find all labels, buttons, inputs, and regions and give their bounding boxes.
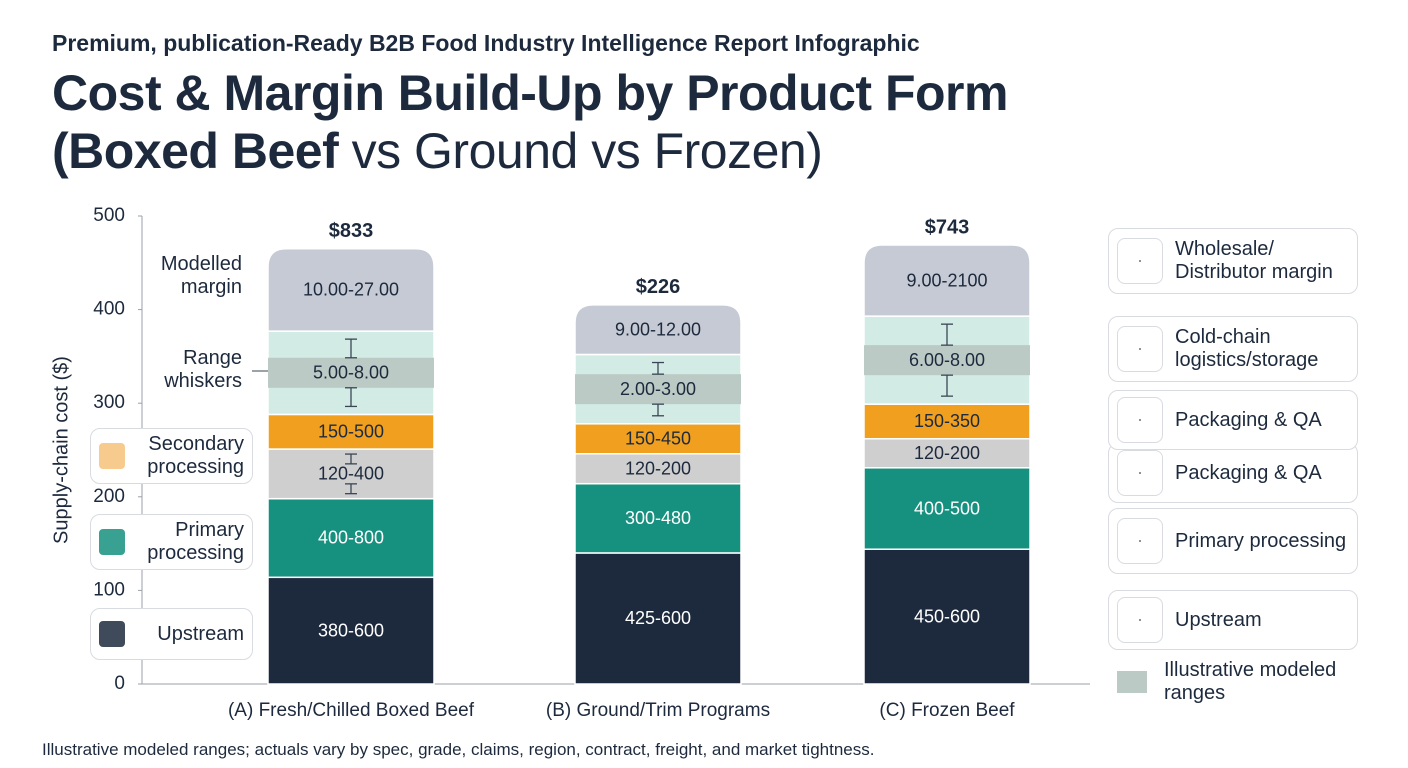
annotation-text: Secondary processing <box>147 433 244 478</box>
bar-segment <box>574 423 742 455</box>
segment-label: 2.00-3.00 <box>620 379 696 399</box>
legend-swatch <box>1139 419 1141 421</box>
annotation: Modelled margin <box>130 253 242 299</box>
legend-icon <box>1117 238 1163 284</box>
total-label: $226 <box>636 276 681 298</box>
segment-label: 10.00-27.00 <box>303 280 399 300</box>
legend-label: Wholesale/ Distributor margin <box>1175 238 1333 283</box>
annotation: Secondary processing <box>90 428 253 484</box>
y-tick-label: 300 <box>93 392 125 413</box>
bar-segment <box>863 403 1031 440</box>
annotation-text: Upstream <box>157 622 244 645</box>
legend-label: Cold-chain logistics/storage <box>1175 326 1319 371</box>
annotation: Range whiskers <box>130 347 242 393</box>
title: Cost & Margin Build-Up by Product Form <box>52 65 1008 121</box>
annotation-text: Modelled margin <box>160 253 242 298</box>
kicker: Premium, publication-Ready B2B Food Indu… <box>52 30 920 56</box>
bar-segment <box>267 497 435 579</box>
bar-segment <box>574 304 742 356</box>
segment-label: 5.00-8.00 <box>313 363 389 383</box>
total-label: $743 <box>925 216 970 238</box>
bar-segment <box>267 413 435 450</box>
legend-icon <box>1117 518 1163 564</box>
x-tick-label: (B) Ground/Trim Programs <box>546 700 770 721</box>
segment-label: 9.00-12.00 <box>615 319 701 339</box>
segment-label: 450-600 <box>914 606 980 626</box>
legend-icon <box>1117 597 1163 643</box>
legend-swatch <box>1139 348 1141 350</box>
title-regular: vs Ground vs Frozen) <box>351 123 823 179</box>
y-tick-label: 200 <box>93 486 125 507</box>
total-label: $833 <box>329 220 374 242</box>
legend-label: Upstream <box>1175 608 1262 631</box>
annotation: Upstream <box>90 608 253 660</box>
legend-icon <box>1112 660 1152 704</box>
legend-icon <box>1117 326 1163 372</box>
segment-label: 9.00-2100 <box>906 270 987 290</box>
y-axis-label: Supply-chain cost ($) <box>50 356 72 544</box>
segment-label: 120-200 <box>914 443 980 463</box>
bar-segment <box>863 438 1031 469</box>
legend-swatch <box>1139 472 1141 474</box>
legend-swatch <box>1139 619 1141 621</box>
range-band <box>864 345 1030 376</box>
bar-segment <box>574 452 742 485</box>
annotation-text: Range whiskers <box>164 347 242 392</box>
legend-item: Cold-chain logistics/storage <box>1108 316 1358 382</box>
legend-label: Packaging & QA <box>1175 408 1322 431</box>
title-bold: (Boxed Beef <box>52 123 339 179</box>
y-tick-label: 400 <box>93 299 125 320</box>
range-band <box>575 374 741 405</box>
title-line2: (Boxed Beef vs Ground vs Frozen) <box>52 122 823 180</box>
segment-label: 400-800 <box>318 528 384 548</box>
segment-label: 425-600 <box>625 608 691 628</box>
bar-segment <box>267 576 435 685</box>
legend-swatch <box>1117 671 1147 693</box>
bar-segment <box>267 248 435 332</box>
legend-item: Packaging & QA <box>1108 443 1358 503</box>
bar-segment <box>863 467 1031 550</box>
legend-item: Wholesale/ Distributor margin <box>1108 228 1358 294</box>
annotation-icon <box>99 621 125 647</box>
y-tick-label: 0 <box>114 673 125 694</box>
legend-item: Packaging & QA <box>1108 390 1358 450</box>
legend-item: Illustrative modeled ranges <box>1108 652 1358 712</box>
legend-label: Illustrative modeled ranges <box>1164 659 1337 704</box>
segment-label: 120-400 <box>318 464 384 484</box>
footnote: Illustrative modeled ranges; actuals var… <box>42 740 875 759</box>
x-tick-label: (A) Fresh/Chilled Boxed Beef <box>228 700 475 721</box>
annotation: Primary processing <box>90 514 253 570</box>
segment-label: 150-500 <box>318 421 384 441</box>
range-band <box>268 357 434 388</box>
x-tick-label: (C) Frozen Beef <box>879 700 1015 721</box>
y-tick-label: 100 <box>93 579 125 600</box>
bar-segment <box>574 482 742 554</box>
segment-label: 300-480 <box>625 508 691 528</box>
segment-label: 6.00-8.00 <box>909 350 985 370</box>
segment-label: 150-450 <box>625 429 691 449</box>
legend-label: Primary processing <box>1175 529 1347 552</box>
bar-segment <box>574 552 742 685</box>
y-tick-label: 500 <box>93 205 125 226</box>
segment-label: 150-350 <box>914 411 980 431</box>
legend-swatch <box>1139 540 1141 542</box>
annotation-icon <box>99 529 125 555</box>
legend-item: Primary processing <box>1108 508 1358 574</box>
bar-segment <box>863 244 1031 317</box>
segment-label: 120-200 <box>625 458 691 478</box>
bar-segment <box>863 548 1031 685</box>
legend-item: Upstream <box>1108 590 1358 650</box>
annotation-icon <box>99 443 125 469</box>
legend-swatch <box>1139 260 1141 262</box>
legend-icon <box>1117 397 1163 443</box>
segment-label: 400-500 <box>914 498 980 518</box>
legend-icon <box>1117 450 1163 496</box>
annotation-text: Primary processing <box>147 519 244 564</box>
segment-label: 380-600 <box>318 620 384 640</box>
legend-label: Packaging & QA <box>1175 461 1322 484</box>
